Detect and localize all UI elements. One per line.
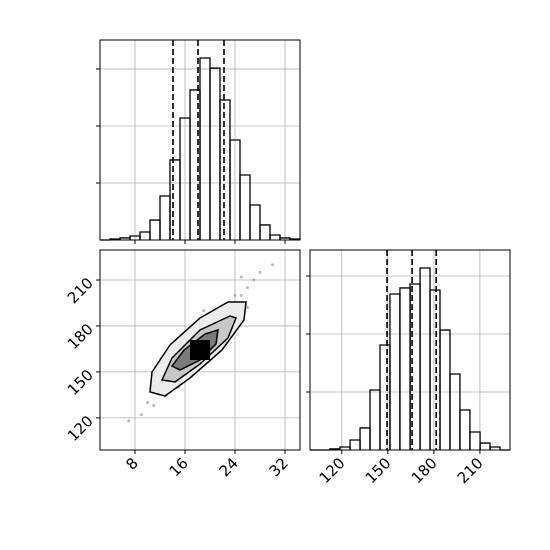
scatter-point — [239, 275, 243, 279]
x-tick-label: 8 — [122, 454, 141, 473]
hist-bar — [259, 224, 271, 240]
x-tick-label: 24 — [216, 454, 242, 480]
hist-bar — [219, 99, 231, 240]
hist-bar — [379, 344, 391, 450]
hist-bar — [419, 267, 431, 450]
hist-bar — [199, 57, 211, 240]
x-tick-label: 120 — [316, 454, 349, 487]
x-tick-label: 16 — [166, 454, 192, 480]
density-core — [190, 340, 210, 360]
scatter-point — [246, 306, 249, 310]
scatter-point — [271, 263, 274, 267]
hist-bar — [159, 195, 171, 240]
y-tick-label: 210 — [64, 274, 97, 307]
scatter-point — [258, 270, 262, 274]
scatter-point — [152, 404, 156, 408]
hist-bar — [489, 446, 501, 450]
hist-bar — [469, 431, 481, 450]
scatter-point — [246, 286, 249, 290]
hist-bar — [449, 373, 461, 450]
scatter-point — [252, 278, 256, 282]
scatter-point — [233, 293, 237, 297]
panel-frame — [99, 39, 301, 241]
scatter-point — [139, 413, 143, 417]
x-tick-label: 150 — [362, 454, 395, 487]
hist-bar — [479, 442, 491, 450]
x-tick-label: 32 — [266, 454, 292, 480]
hist-bar — [399, 287, 411, 450]
hist-bar — [349, 439, 361, 450]
hist-bar — [169, 159, 181, 240]
scatter-point — [127, 419, 131, 423]
density-contours — [149, 301, 247, 397]
hist-bar — [369, 389, 381, 450]
hist-bar — [429, 289, 441, 450]
hist-bar — [149, 219, 161, 240]
hist-bar — [139, 231, 151, 240]
hist-bar — [359, 427, 371, 450]
y-tick-label: 180 — [64, 320, 97, 353]
y-tick-label: 120 — [64, 412, 97, 445]
hist-bar — [239, 174, 251, 240]
scatter-point — [146, 401, 149, 405]
x-tick-label: 210 — [454, 454, 487, 487]
hist-bar — [459, 409, 471, 450]
panel-frame — [309, 249, 511, 451]
hist-bar — [209, 67, 221, 240]
x-tick-label: 180 — [408, 454, 441, 487]
hist-bar — [249, 204, 261, 240]
y-tick-label: 150 — [64, 366, 97, 399]
hist-bar — [439, 329, 451, 450]
scatter-point — [202, 309, 206, 313]
panel-frame — [99, 249, 301, 451]
hist-bar — [389, 293, 401, 450]
scatter-point — [239, 293, 243, 297]
hist-bar — [269, 234, 281, 240]
